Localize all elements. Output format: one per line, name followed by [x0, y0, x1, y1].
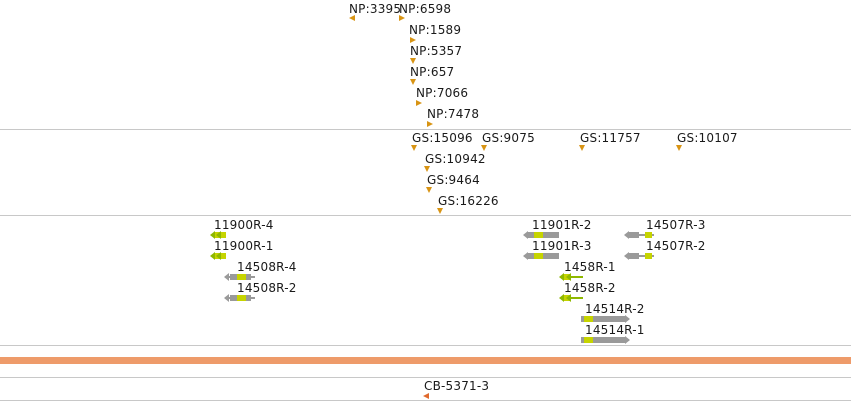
track-divider	[0, 215, 851, 216]
feature-marker[interactable]	[411, 145, 417, 151]
track-divider	[0, 400, 851, 401]
feature-label[interactable]: NP:7478	[427, 107, 480, 121]
transcript-glyph[interactable]	[559, 273, 583, 281]
feature-label[interactable]: NP:657	[410, 65, 455, 79]
transcript-glyph[interactable]	[624, 252, 654, 260]
feature-label[interactable]: NP:6598	[399, 2, 452, 16]
feature-marker[interactable]	[399, 15, 405, 21]
feature-label[interactable]: 11900R-1	[214, 239, 274, 253]
feature-marker[interactable]	[437, 208, 443, 214]
transcript-glyph[interactable]	[523, 252, 559, 260]
transcript-glyph[interactable]	[210, 252, 228, 260]
feature-label[interactable]: GS:15096	[412, 131, 473, 145]
feature-label[interactable]: GS:9075	[482, 131, 535, 145]
transcript-glyph[interactable]	[581, 315, 630, 323]
track-divider	[0, 345, 851, 346]
feature-label[interactable]: CB-5371-3	[424, 379, 490, 393]
transcript-glyph[interactable]	[523, 231, 559, 239]
transcript-glyph[interactable]	[224, 294, 255, 302]
feature-label[interactable]: 11900R-4	[214, 218, 274, 232]
feature-marker[interactable]	[427, 121, 433, 127]
feature-marker[interactable]	[410, 37, 416, 43]
feature-label[interactable]: 14514R-2	[585, 302, 645, 316]
feature-label[interactable]: 14514R-1	[585, 323, 645, 337]
feature-label[interactable]: 14507R-2	[646, 239, 706, 253]
feature-label[interactable]: 14508R-4	[237, 260, 297, 274]
feature-label[interactable]: NP:3395	[349, 2, 402, 16]
transcript-glyph[interactable]	[624, 231, 654, 239]
feature-marker[interactable]	[410, 79, 416, 85]
feature-label[interactable]: 11901R-2	[532, 218, 592, 232]
feature-marker[interactable]	[349, 15, 355, 21]
feature-label[interactable]: 14507R-3	[646, 218, 706, 232]
transcript-glyph[interactable]	[559, 294, 583, 302]
feature-label[interactable]: GS:11757	[580, 131, 641, 145]
feature-marker[interactable]	[426, 187, 432, 193]
transcript-glyph[interactable]	[224, 273, 255, 281]
feature-label[interactable]: GS:10107	[677, 131, 738, 145]
feature-label[interactable]: NP:7066	[416, 86, 469, 100]
transcript-glyph[interactable]	[581, 336, 630, 344]
feature-marker[interactable]	[423, 393, 429, 399]
feature-label[interactable]: 1458R-2	[564, 281, 616, 295]
feature-marker[interactable]	[481, 145, 487, 151]
feature-label[interactable]: 1458R-1	[564, 260, 616, 274]
feature-label[interactable]: GS:16226	[438, 194, 499, 208]
feature-marker[interactable]	[579, 145, 585, 151]
feature-marker[interactable]	[416, 100, 422, 106]
feature-label[interactable]: GS:10942	[425, 152, 486, 166]
transcript-glyph[interactable]	[210, 231, 228, 239]
feature-label[interactable]: NP:1589	[409, 23, 462, 37]
reference-sequence-bar[interactable]	[0, 357, 851, 364]
feature-marker[interactable]	[676, 145, 682, 151]
track-divider	[0, 377, 851, 378]
feature-label[interactable]: GS:9464	[427, 173, 480, 187]
feature-label[interactable]: 11901R-3	[532, 239, 592, 253]
feature-label[interactable]: 14508R-2	[237, 281, 297, 295]
feature-marker[interactable]	[410, 58, 416, 64]
track-divider	[0, 129, 851, 130]
feature-label[interactable]: NP:5357	[410, 44, 463, 58]
feature-marker[interactable]	[424, 166, 430, 172]
